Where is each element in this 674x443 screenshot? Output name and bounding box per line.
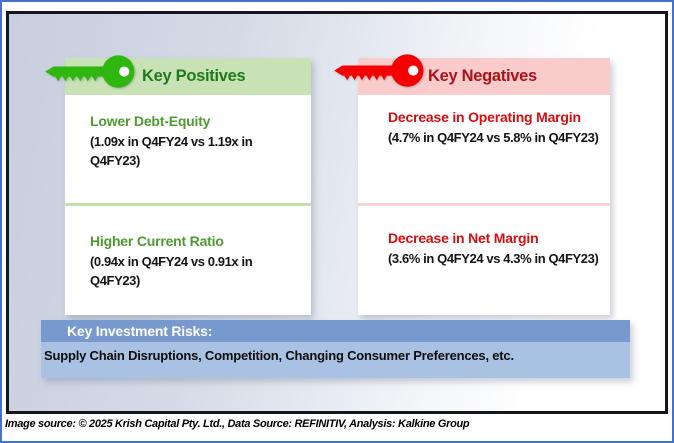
negative-item-title: Decrease in Net Margin <box>388 230 539 246</box>
positive-item-title: Lower Debt-Equity <box>90 113 211 129</box>
positive-item-detail: (0.94x in Q4FY24 vs 0.91x in Q4FY23) <box>90 254 253 288</box>
risks-title: Key Investment Risks: <box>67 323 213 339</box>
positives-title: Key Positives <box>142 67 246 85</box>
negative-item: Decrease in Net Margin (3.6% in Q4FY24 v… <box>358 206 610 315</box>
positive-item: Higher Current Ratio (0.94x in Q4FY24 vs… <box>65 206 311 315</box>
negatives-panel: Key Negatives Decrease in Operating Marg… <box>334 54 610 315</box>
risks-section: Key Investment Risks: Supply Chain Disru… <box>41 320 630 378</box>
negatives-banner: Key Negatives <box>334 54 610 95</box>
positives-divider <box>65 203 311 206</box>
negative-item: Decrease in Operating Margin (4.7% in Q4… <box>358 95 610 203</box>
negative-item-detail: (4.7% in Q4FY24 vs 5.8% in Q4FY23) <box>388 130 599 145</box>
risks-body: Supply Chain Disruptions, Competition, C… <box>41 342 630 378</box>
board: Key Positives Lower Debt-Equity (1.09x i… <box>6 11 668 414</box>
positives-panel: Key Positives Lower Debt-Equity (1.09x i… <box>45 55 311 315</box>
risks-detail: Supply Chain Disruptions, Competition, C… <box>44 348 514 363</box>
negative-item-title: Decrease in Operating Margin <box>388 109 581 125</box>
key-icon <box>333 53 426 90</box>
negatives-title: Key Negatives <box>428 67 537 85</box>
attribution-text: Image source: © 2025 Krish Capital Pty. … <box>5 418 470 430</box>
positive-item: Lower Debt-Equity (1.09x in Q4FY24 vs 1.… <box>65 95 311 203</box>
positive-item-detail: (1.09x in Q4FY24 vs 1.19x in Q4FY23) <box>90 134 253 168</box>
negative-item-detail: (3.6% in Q4FY24 vs 4.3% in Q4FY23) <box>388 251 599 266</box>
positive-item-title: Higher Current Ratio <box>90 233 224 249</box>
negatives-divider <box>358 203 610 206</box>
key-icon <box>44 54 137 91</box>
positives-banner: Key Positives <box>45 55 311 95</box>
risks-header: Key Investment Risks: <box>41 320 630 342</box>
